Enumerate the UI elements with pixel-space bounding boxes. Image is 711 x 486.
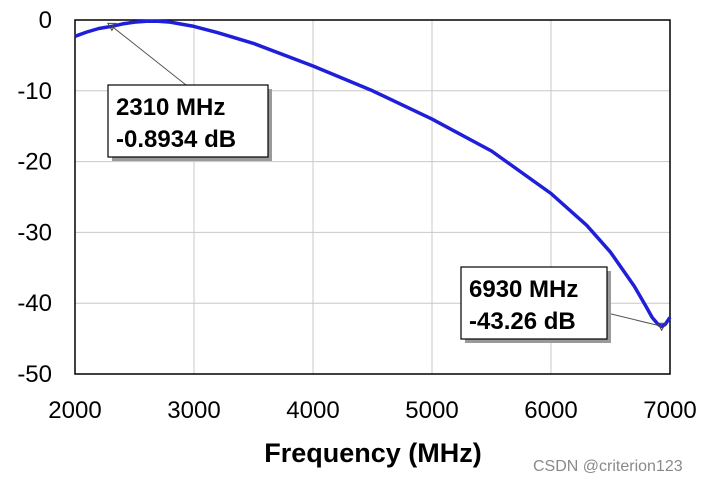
marker-value-label: -43.26 dB xyxy=(469,308,576,335)
x-axis-title: Frequency (MHz) xyxy=(264,438,482,468)
plot-frame xyxy=(74,19,671,375)
marker-annotation-2: 6930 MHz -43.26 dB xyxy=(460,266,667,343)
marker-frequency-label: 6930 MHz xyxy=(469,276,578,303)
y-tick-label: -10 xyxy=(17,78,52,105)
marker-frequency-label: 2310 MHz xyxy=(116,94,225,121)
y-tick-label: -50 xyxy=(17,361,52,388)
annotations: 2310 MHz -0.8934 dB 6930 MHz -43.26 dB xyxy=(107,22,667,343)
x-tick-label: 7000 xyxy=(643,397,696,424)
y-tick-label: -20 xyxy=(17,149,52,176)
marker-box xyxy=(460,266,608,340)
marker-value-label: -0.8934 dB xyxy=(116,126,236,153)
x-tick-label: 6000 xyxy=(524,397,577,424)
watermark: CSDN @criterion123 xyxy=(533,458,683,475)
y-tick-label: -40 xyxy=(17,290,52,317)
x-tick-label: 4000 xyxy=(286,397,339,424)
marker-triangle xyxy=(107,22,117,32)
marker-triangle xyxy=(656,322,667,332)
marker-leader-line xyxy=(606,312,662,327)
marker-box xyxy=(107,84,269,158)
y-tick-label: -30 xyxy=(17,219,52,246)
x-tick-label: 2000 xyxy=(48,397,101,424)
marker-annotation-1: 2310 MHz -0.8934 dB xyxy=(107,22,272,161)
x-tick-label: 5000 xyxy=(405,397,458,424)
x-tick-label: 3000 xyxy=(167,397,220,424)
marker-leader-line xyxy=(111,25,187,86)
series-line-response xyxy=(74,19,672,329)
tick-labels: 0 -10 -20 -30 -40 -50 2000 3000 4000 5000 6000 7000 xyxy=(17,7,696,424)
y-tick-label: 0 xyxy=(39,7,52,34)
